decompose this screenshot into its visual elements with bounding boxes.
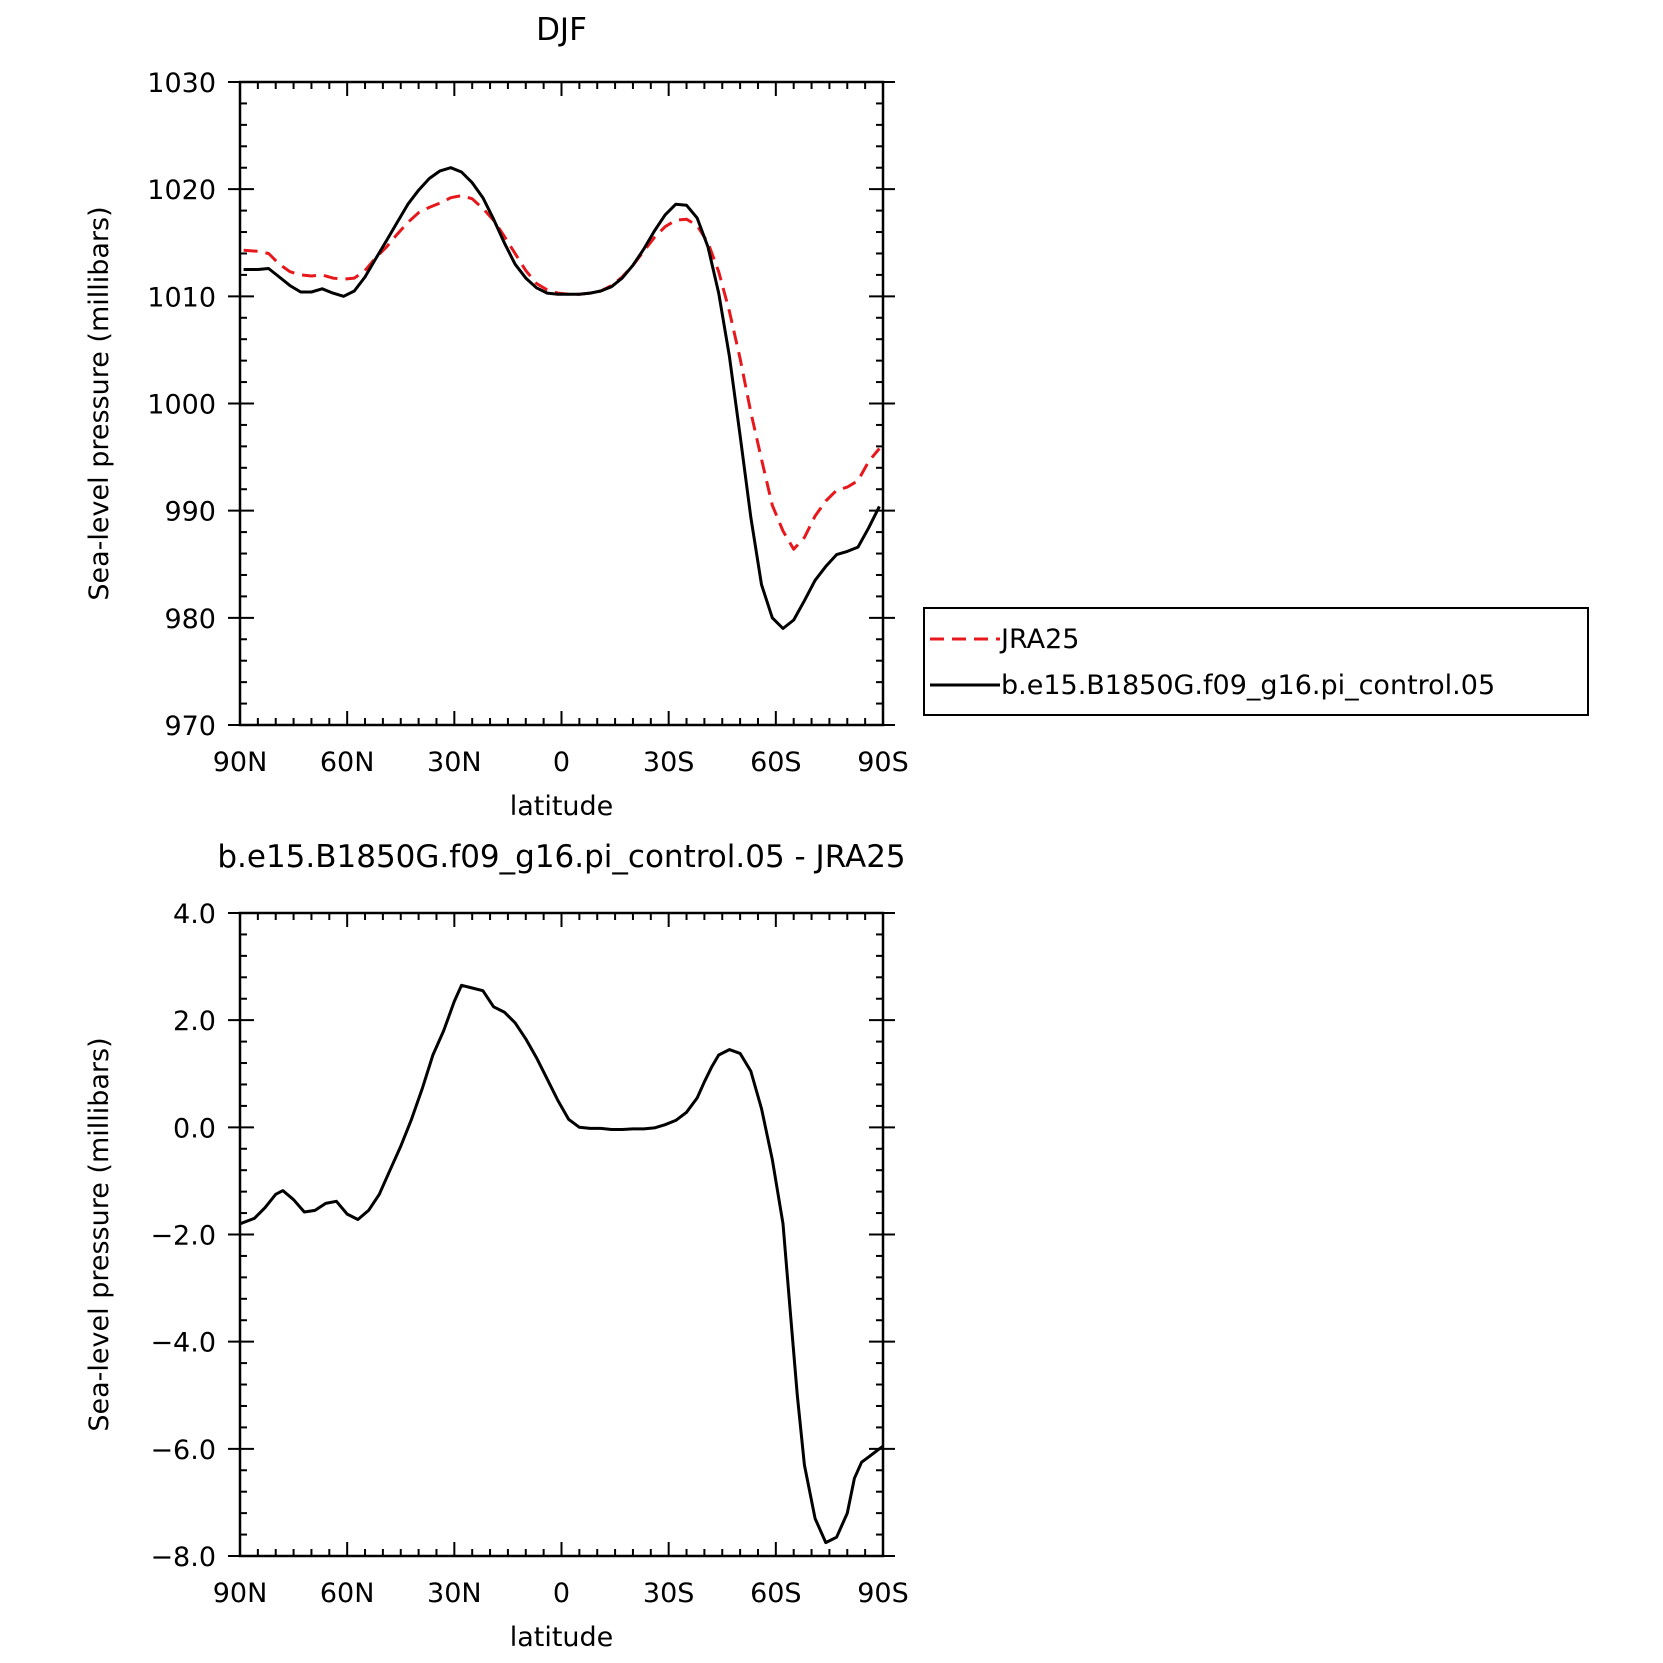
legend: JRA25 b.e15.B1850G.f09_g16.pi_control.05 <box>923 607 1589 716</box>
y-tick-label: 970 <box>164 711 216 742</box>
y-tick-label: 0.0 <box>173 1113 216 1144</box>
chart-panel-1: DJF 90N 60N 30N 0 30S 60S 90S 970 980 990 1000 1010 1… <box>84 12 1589 822</box>
series-line-1 <box>243 194 881 551</box>
legend-label: JRA25 <box>999 624 1079 655</box>
x-tick-label: 90S <box>857 747 909 778</box>
y-tick-label: −8.0 <box>150 1542 216 1573</box>
x-tick-label: 60N <box>320 747 375 778</box>
y-tick-label: −2.0 <box>150 1221 216 1252</box>
y-axis-label: Sea-level pressure (millibars) <box>84 1037 115 1431</box>
series-line-1 <box>239 983 884 1545</box>
x-tick-label: 60S <box>750 747 802 778</box>
x-tick-label: 90N <box>213 747 268 778</box>
plot-frame <box>238 911 885 1558</box>
x-axis-label: latitude <box>510 1622 614 1653</box>
x-tick-label: 90S <box>857 1578 909 1609</box>
y-tick-label: 2.0 <box>173 1006 216 1037</box>
y-tick-label: −6.0 <box>150 1435 216 1466</box>
chart-title: DJF <box>536 12 587 48</box>
x-axis-label: latitude <box>510 791 614 822</box>
y-tick-label: 990 <box>164 497 216 528</box>
x-tick-label: 30S <box>643 747 695 778</box>
y-tick-label: 1020 <box>147 175 216 206</box>
x-tick-label: 30N <box>427 747 482 778</box>
chart-panel-2: b.e15.B1850G.f09_g16.pi_control.05 - JRA… <box>84 839 909 1653</box>
y-tick-label: 1000 <box>147 390 216 421</box>
x-tick-label: 30N <box>427 1578 482 1609</box>
y-tick-label: 980 <box>164 604 216 635</box>
legend-label: b.e15.B1850G.f09_g16.pi_control.05 <box>1001 670 1495 701</box>
y-axis-label: Sea-level pressure (millibars) <box>84 206 115 600</box>
x-tick-label: 0 <box>553 1578 570 1609</box>
series-line-2 <box>243 166 881 630</box>
x-tick-label: 30S <box>643 1578 695 1609</box>
y-tick-label: 1010 <box>147 282 216 313</box>
y-tick-label: 1030 <box>147 68 216 99</box>
x-tick-label: 0 <box>553 747 570 778</box>
x-tick-label: 90N <box>213 1578 268 1609</box>
chart-title: b.e15.B1850G.f09_g16.pi_control.05 - JRA… <box>217 839 905 875</box>
legend-box <box>923 607 1589 716</box>
y-tick-label: 4.0 <box>173 899 216 930</box>
y-tick-label: −4.0 <box>150 1328 216 1359</box>
x-tick-label: 60N <box>320 1578 375 1609</box>
x-tick-label: 60S <box>750 1578 802 1609</box>
plot-frame <box>238 80 885 727</box>
